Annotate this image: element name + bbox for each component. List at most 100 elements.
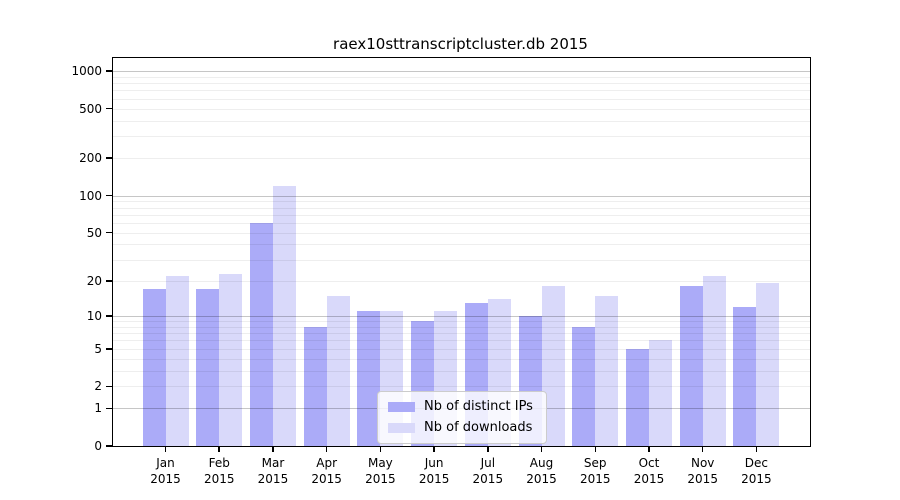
- y-axis-tick: [106, 348, 112, 350]
- bar-distinct-ips: [357, 311, 381, 446]
- x-axis-tick-label: Jul 2015: [472, 456, 504, 486]
- minor-gridline: [113, 158, 810, 160]
- bar-distinct-ips: [196, 289, 220, 446]
- y-axis-tick: [106, 194, 112, 197]
- x-axis-tick-label: Feb 2015: [203, 456, 235, 486]
- bar-downloads: [326, 295, 350, 446]
- minor-gridline: [113, 136, 810, 138]
- legend-label: Nb of downloads: [424, 420, 533, 435]
- x-axis-tick-label: Nov 2015: [687, 456, 718, 486]
- y-axis-tick: [106, 231, 112, 234]
- x-axis-tick: [755, 447, 758, 452]
- major-gridline: [113, 315, 810, 317]
- x-axis-tick-label: Jun 2015: [418, 456, 450, 486]
- minor-gridline: [113, 386, 810, 388]
- minor-gridline: [113, 321, 810, 323]
- minor-gridline: [113, 358, 810, 360]
- y-axis-tick-label: 1: [94, 401, 102, 416]
- bar-distinct-ips: [679, 286, 703, 446]
- minor-gridline: [113, 108, 810, 110]
- legend: Nb of distinct IPs Nb of downloads: [377, 391, 547, 444]
- x-axis-tick: [648, 447, 650, 452]
- x-axis-tick-label: Sep 2015: [579, 456, 611, 486]
- y-axis-tick-label: 0: [94, 439, 102, 453]
- x-axis-tick-label: Mar 2015: [257, 456, 289, 486]
- bar-distinct-ips: [625, 348, 649, 446]
- minor-gridline: [113, 207, 810, 209]
- bar-distinct-ips: [733, 306, 757, 446]
- y-axis-tick-label: 500: [79, 101, 102, 116]
- y-axis-tick: [106, 385, 112, 388]
- y-axis-tick-label: 1000: [71, 64, 102, 79]
- bar-downloads: [272, 185, 296, 446]
- grid-layer: [113, 58, 810, 446]
- minor-gridline: [113, 98, 810, 100]
- plot-area: 1000 500 200 100 50 20 10 5 2 1 0 Jan 2015 Feb 2015 M…: [71, 57, 811, 486]
- x-axis-tick: [272, 447, 274, 452]
- minor-gridline: [113, 90, 810, 92]
- minor-gridline: [113, 280, 810, 282]
- x-axis-tick-label: May 2015: [365, 456, 396, 486]
- minor-gridline: [113, 232, 810, 234]
- minor-gridline: [113, 340, 810, 342]
- minor-gridline: [113, 201, 810, 203]
- bar-downloads: [219, 273, 243, 446]
- legend-item: Nb of downloads: [388, 420, 536, 435]
- y-axis-tick: [106, 107, 112, 110]
- x-axis-tick-label: Apr 2015: [311, 456, 342, 486]
- x-axis-tick-label: Dec 2015: [741, 456, 772, 486]
- minor-gridline: [113, 326, 810, 328]
- chart-title: raex10sttranscriptcluster.db 2015: [333, 35, 588, 53]
- minor-gridline: [113, 259, 810, 261]
- y-axis-tick: [106, 315, 112, 317]
- minor-gridline: [113, 333, 810, 335]
- legend-item: Nb of distinct IPs: [388, 399, 536, 414]
- x-axis-tick: [487, 447, 489, 452]
- x-axis-tick: [218, 447, 220, 452]
- bar-downloads: [165, 275, 189, 446]
- minor-gridline: [113, 214, 810, 216]
- x-axis-tick: [594, 447, 596, 452]
- minor-gridline: [113, 76, 810, 78]
- minor-gridline: [113, 244, 810, 246]
- y-axis-tick-label: 10: [86, 308, 102, 323]
- bar-distinct-ips: [142, 289, 166, 446]
- x-axis-tick: [540, 447, 543, 452]
- y-axis-tick-label: 50: [86, 225, 102, 240]
- bar-distinct-ips: [303, 326, 327, 446]
- y-axis-tick: [106, 445, 112, 447]
- x-axis-tick: [433, 447, 435, 452]
- y-axis-tick: [106, 407, 112, 410]
- y-axis-tick-label: 2: [94, 379, 102, 394]
- y-axis-tick-label: 5: [94, 341, 102, 356]
- legend-label: Nb of distinct IPs: [424, 399, 533, 414]
- major-gridline: [113, 71, 810, 73]
- minor-gridline: [113, 370, 810, 372]
- legend-swatch: [388, 401, 415, 412]
- bar-distinct-ips: [249, 222, 273, 446]
- minor-gridline: [113, 348, 810, 350]
- bar-distinct-ips: [572, 326, 596, 446]
- bar-downloads: [756, 283, 780, 446]
- x-axis-tick: [701, 447, 704, 452]
- axes-layer: 1000 500 200 100 50 20 10 5 2 1 0 Jan 2015 Feb 2015 M…: [71, 58, 810, 486]
- x-axis-tick-label: Jan 2015: [150, 456, 181, 486]
- y-axis-tick-label: 100: [79, 188, 102, 203]
- y-axis-tick-label: 20: [86, 273, 102, 288]
- bar-downloads: [595, 295, 619, 446]
- bar-downloads: [648, 340, 672, 446]
- y-axis-tick: [106, 280, 112, 282]
- minor-gridline: [113, 83, 810, 85]
- x-axis-tick-label: Oct 2015: [633, 456, 665, 486]
- x-axis-tick: [164, 447, 167, 452]
- y-axis-tick: [106, 157, 112, 159]
- x-axis-tick-label: Aug 2015: [526, 456, 557, 486]
- minor-gridline: [113, 120, 810, 122]
- y-axis-tick: [106, 70, 112, 72]
- legend-swatch: [388, 422, 415, 433]
- x-axis-tick: [325, 447, 328, 452]
- bar-downloads: [702, 275, 726, 446]
- bar-downloads: [541, 286, 565, 446]
- x-axis-tick: [379, 447, 382, 452]
